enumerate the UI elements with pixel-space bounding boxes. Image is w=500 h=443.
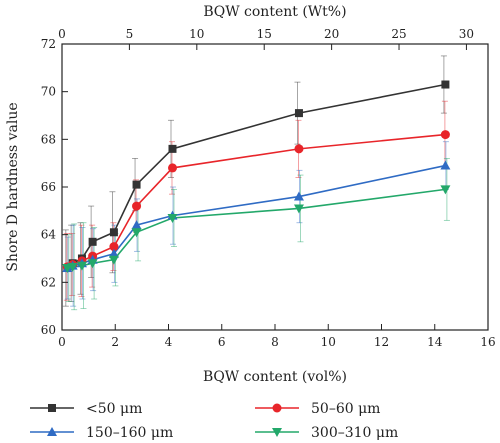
- legend-label: 150–160 μm: [86, 425, 173, 441]
- data-point: [109, 228, 118, 237]
- data-point: [294, 144, 304, 154]
- x-tick-label: 16: [480, 335, 495, 349]
- legend-marker: [272, 428, 282, 437]
- top-x-tick-label: 30: [459, 27, 474, 41]
- data-point: [108, 255, 119, 265]
- plot-frame: [61, 43, 489, 331]
- x-tick-label: 8: [271, 335, 279, 349]
- data-point: [132, 180, 141, 189]
- top-x-tick-label: 20: [324, 27, 339, 41]
- y-tick-label: 68: [41, 132, 56, 146]
- data-point: [167, 163, 177, 173]
- legend-marker: [48, 404, 56, 412]
- y-tick-label: 62: [41, 275, 56, 289]
- y-tick-label: 60: [41, 323, 56, 337]
- legend: <50 μm 50–60 μm 150–160 μm 300–310 μm: [30, 401, 398, 441]
- legend-label: <50 μm: [86, 401, 142, 417]
- data-point: [440, 130, 450, 140]
- data-point: [87, 259, 98, 269]
- top-x-tick-label: 0: [58, 27, 66, 41]
- top-x-tick-label: 25: [391, 27, 406, 41]
- x-tick-label: 6: [218, 335, 226, 349]
- data-point: [293, 204, 304, 214]
- legend-marker: [272, 403, 282, 413]
- data-point: [441, 80, 450, 89]
- top-x-tick-label: 15: [257, 27, 272, 41]
- data-point: [167, 213, 178, 223]
- top-x-tick-label: 5: [126, 27, 134, 41]
- x-tick-label: 10: [321, 335, 336, 349]
- data-point: [109, 242, 119, 252]
- data-point: [67, 262, 78, 272]
- series-line: [66, 164, 446, 269]
- x-tick-label: 2: [111, 335, 119, 349]
- x-tick-label: 4: [165, 335, 173, 349]
- top-x-tick-label: 10: [189, 27, 204, 41]
- data-point: [440, 160, 451, 170]
- data-point: [108, 248, 119, 258]
- data-point: [132, 201, 142, 211]
- x-axis-title: BQW content (vol%): [203, 369, 347, 385]
- data-point: [440, 185, 451, 195]
- data-point: [131, 220, 142, 230]
- legend-label: 50–60 μm: [311, 401, 380, 417]
- top-x-axis-title: BQW content (Wt%): [203, 4, 346, 20]
- y-tick-label: 70: [41, 85, 56, 99]
- data-point: [76, 261, 87, 271]
- legend-marker: [47, 427, 57, 436]
- data-point: [294, 109, 303, 118]
- x-tick-label: 0: [58, 335, 66, 349]
- y-tick-label: 66: [41, 180, 56, 194]
- legend-label: 300–310 μm: [311, 425, 398, 441]
- data-point: [293, 191, 304, 201]
- data-point: [88, 237, 97, 246]
- data-point: [131, 228, 142, 238]
- y-axis-title: Shore D hardness value: [5, 102, 21, 271]
- y-tick-label: 72: [41, 37, 56, 51]
- x-tick-label: 14: [427, 335, 443, 349]
- data-point: [168, 144, 177, 153]
- y-tick-label: 64: [41, 228, 57, 242]
- x-tick-label: 12: [374, 335, 389, 349]
